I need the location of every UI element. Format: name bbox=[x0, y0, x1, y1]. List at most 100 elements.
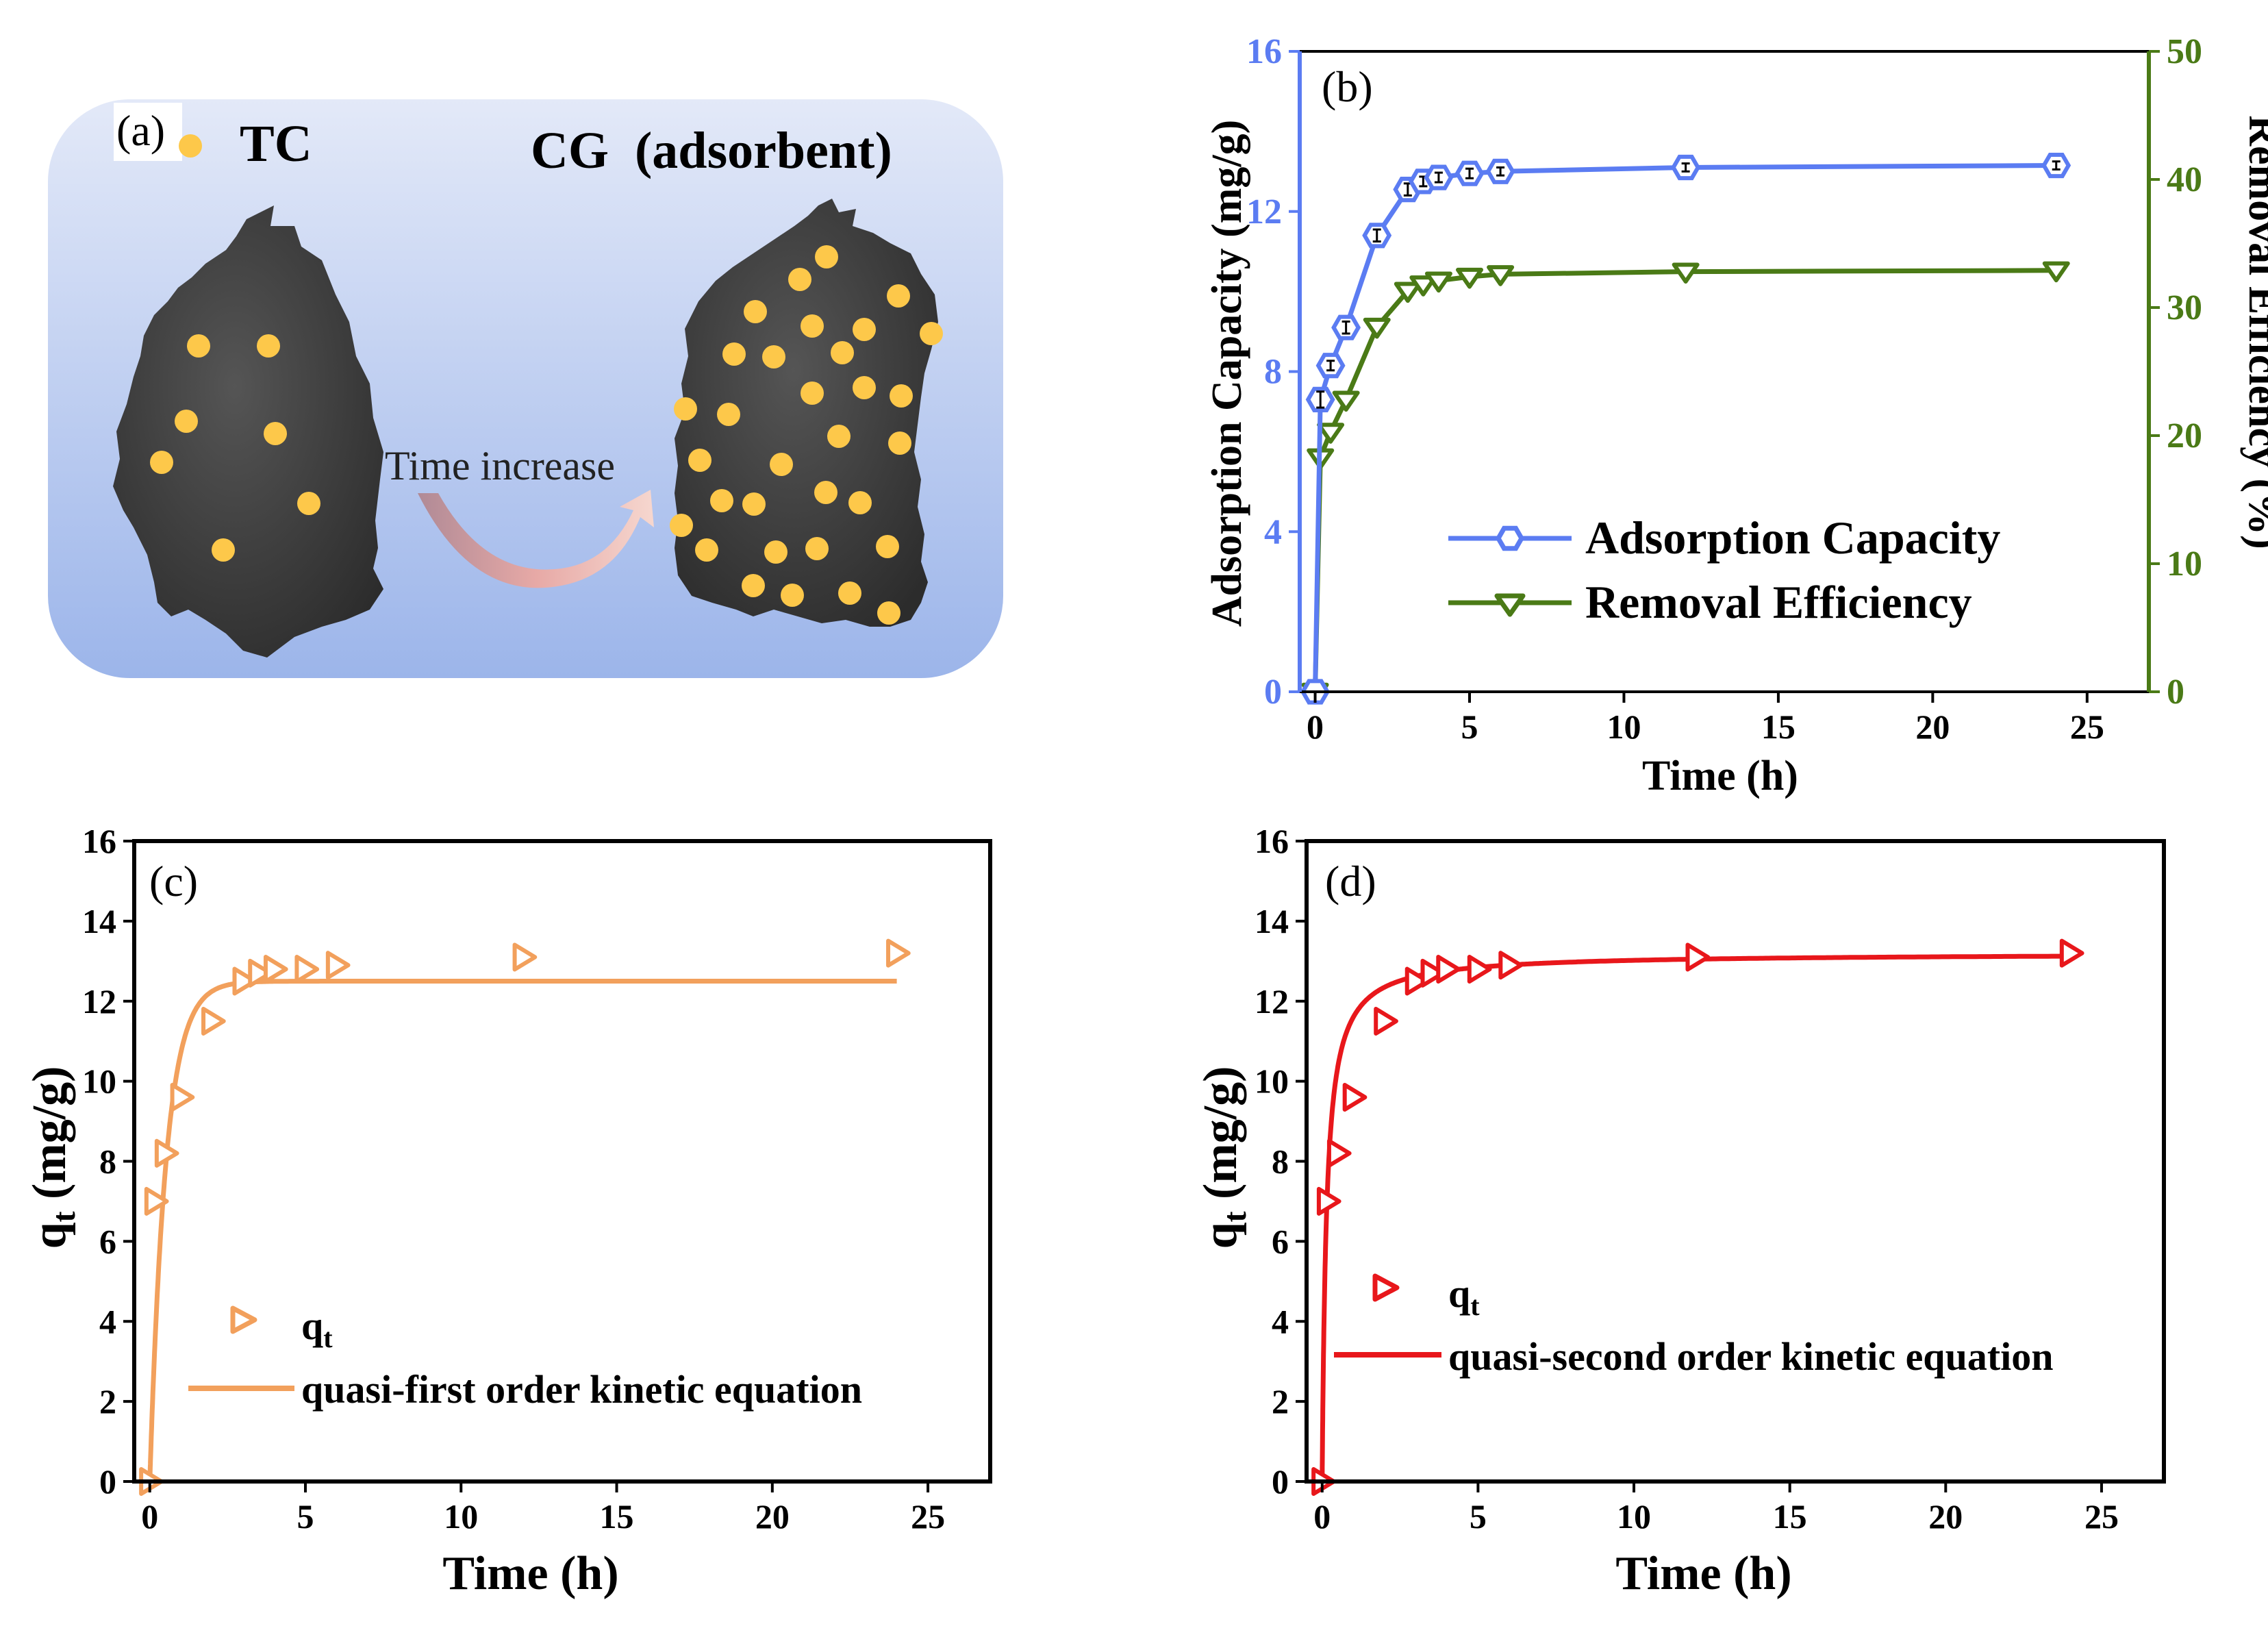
x-tick-label: 25 bbox=[2084, 1497, 2119, 1536]
tc-particle bbox=[770, 453, 793, 476]
y-tick-label: 12 bbox=[82, 982, 116, 1021]
tc-particle bbox=[670, 514, 693, 537]
adsorbent-label: CG (adsorbent) bbox=[531, 122, 892, 179]
removal-efficiency-point bbox=[1394, 282, 1422, 303]
x-tick-label: 10 bbox=[1606, 708, 1641, 746]
ylabel-q: q bbox=[23, 1222, 76, 1249]
tc-particle bbox=[674, 397, 697, 421]
chart-b-ylabel: Adsorption Capacity (mg/g) bbox=[1204, 120, 1250, 627]
x-tick-label: 0 bbox=[1313, 1497, 1331, 1536]
tc-particle bbox=[815, 245, 838, 268]
tc-particles-after bbox=[670, 245, 943, 625]
chart-c-legend: qt quasi-first order kinetic equation bbox=[188, 1303, 862, 1412]
qt-point bbox=[1420, 958, 1446, 988]
chart-c-x-ticks: 0 5 10 15 20 25 bbox=[141, 1481, 945, 1536]
qt-point bbox=[886, 938, 911, 968]
tc-particle bbox=[848, 491, 872, 514]
y-tick-label: 16 bbox=[1246, 32, 1282, 71]
x-tick-label: 5 bbox=[1461, 708, 1478, 746]
adsorbent-rock-after bbox=[675, 199, 938, 627]
x-tick-label: 0 bbox=[1307, 708, 1324, 746]
qt-point bbox=[1326, 1138, 1352, 1168]
chart-d-marks bbox=[1311, 938, 2084, 1496]
y2-tick-label: 20 bbox=[2167, 416, 2202, 455]
tc-particle bbox=[788, 268, 811, 291]
fit-curve-first-order bbox=[147, 979, 897, 1482]
legend-hexagon-marker bbox=[1495, 525, 1525, 551]
y-tick-label: 14 bbox=[82, 902, 116, 940]
tc-particle bbox=[814, 481, 837, 504]
tc-particle bbox=[717, 403, 740, 426]
legend-triangle-right-marker bbox=[1372, 1273, 1400, 1302]
tc-particle bbox=[744, 300, 767, 323]
tc-particle bbox=[764, 540, 788, 564]
y2-tick-label: 30 bbox=[2167, 288, 2202, 327]
x-tick-label: 15 bbox=[600, 1497, 634, 1536]
x-tick-label: 20 bbox=[755, 1497, 790, 1536]
series-line-removal-efficiency bbox=[1313, 268, 2056, 692]
tc-particle bbox=[722, 342, 746, 366]
chart-d-x-ticks: 0 5 10 15 20 25 bbox=[1313, 1481, 2119, 1536]
qt-point bbox=[154, 1138, 179, 1168]
ylabel-q: q bbox=[1194, 1222, 1247, 1249]
tc-particle bbox=[175, 410, 198, 433]
y-tick-label: 6 bbox=[99, 1222, 116, 1260]
qt-point bbox=[232, 966, 257, 996]
legend-q: q bbox=[301, 1303, 323, 1348]
chart-d-ylabel: qt (mg/g) bbox=[1194, 1066, 1253, 1249]
y-tick-label: 8 bbox=[99, 1142, 116, 1181]
tc-particle bbox=[827, 425, 850, 448]
chart-b-marks bbox=[1300, 153, 2071, 705]
ylabel-unit: (mg/g) bbox=[23, 1066, 76, 1212]
x-tick-label: 10 bbox=[444, 1497, 478, 1536]
removal-efficiency-point bbox=[1409, 275, 1437, 297]
tc-particle bbox=[887, 284, 910, 308]
legend-q-sub: t bbox=[323, 1323, 333, 1353]
chart-c-xlabel: Time (h) bbox=[442, 1547, 618, 1600]
removal-efficiency-point bbox=[1672, 262, 1700, 284]
y-tick-label: 12 bbox=[1255, 982, 1289, 1021]
y-tick-label: 8 bbox=[1272, 1142, 1289, 1181]
y-tick-label: 4 bbox=[1272, 1302, 1289, 1340]
chart-d-legend: qt quasi-second order kinetic equation bbox=[1334, 1271, 2054, 1379]
y2-tick-label: 0 bbox=[2167, 673, 2184, 712]
qt-point bbox=[170, 1083, 195, 1112]
tc-particle bbox=[890, 384, 913, 408]
qt-point bbox=[248, 958, 273, 988]
qt-point bbox=[512, 942, 538, 972]
x-tick-label: 5 bbox=[1470, 1497, 1487, 1536]
y-tick-label: 16 bbox=[1255, 822, 1289, 860]
y-tick-label: 16 bbox=[82, 822, 116, 860]
x-tick-label: 20 bbox=[1915, 708, 1950, 746]
y-tick-label: 4 bbox=[99, 1302, 116, 1340]
qt-point bbox=[144, 1186, 169, 1216]
panel-b-label: (b) bbox=[1322, 62, 1373, 111]
qt-point bbox=[1685, 942, 1711, 972]
ylabel-subscript: t bbox=[1217, 1211, 1253, 1222]
tc-particle bbox=[853, 318, 876, 341]
removal-efficiency-point bbox=[2042, 261, 2070, 283]
label-box bbox=[114, 103, 182, 161]
y2-tick-label: 50 bbox=[2167, 32, 2202, 71]
tc-particle bbox=[150, 451, 173, 474]
tc-legend-particle bbox=[179, 134, 202, 158]
tc-particle bbox=[264, 422, 287, 445]
fit-curve-second-order bbox=[1320, 953, 2071, 1481]
tc-particle bbox=[695, 538, 718, 562]
tc-particle bbox=[920, 322, 943, 345]
x-tick-label: 0 bbox=[141, 1497, 158, 1536]
tc-particle bbox=[838, 581, 861, 605]
chart-b: (b) 0 5 10 15 20 25 0 4 8 12 16 0 10 20 30 40 50 Time … bbox=[1204, 32, 2268, 799]
tc-particle bbox=[781, 584, 804, 607]
qt-point bbox=[1436, 955, 1461, 984]
time-arrow-icon bbox=[418, 490, 654, 588]
x-tick-label: 10 bbox=[1617, 1497, 1651, 1536]
y-tick-label: 0 bbox=[1272, 1462, 1289, 1501]
panel-c-label: (c) bbox=[149, 857, 198, 905]
tc-particle bbox=[801, 382, 824, 405]
ylabel-unit: (mg/g) bbox=[1194, 1066, 1247, 1212]
y2-tick-label: 40 bbox=[2167, 160, 2202, 199]
tc-particle bbox=[187, 334, 210, 358]
chart-d-y-ticks: 0 2 4 6 8 10 12 14 16 bbox=[1255, 822, 1307, 1501]
tc-particle bbox=[876, 535, 899, 558]
